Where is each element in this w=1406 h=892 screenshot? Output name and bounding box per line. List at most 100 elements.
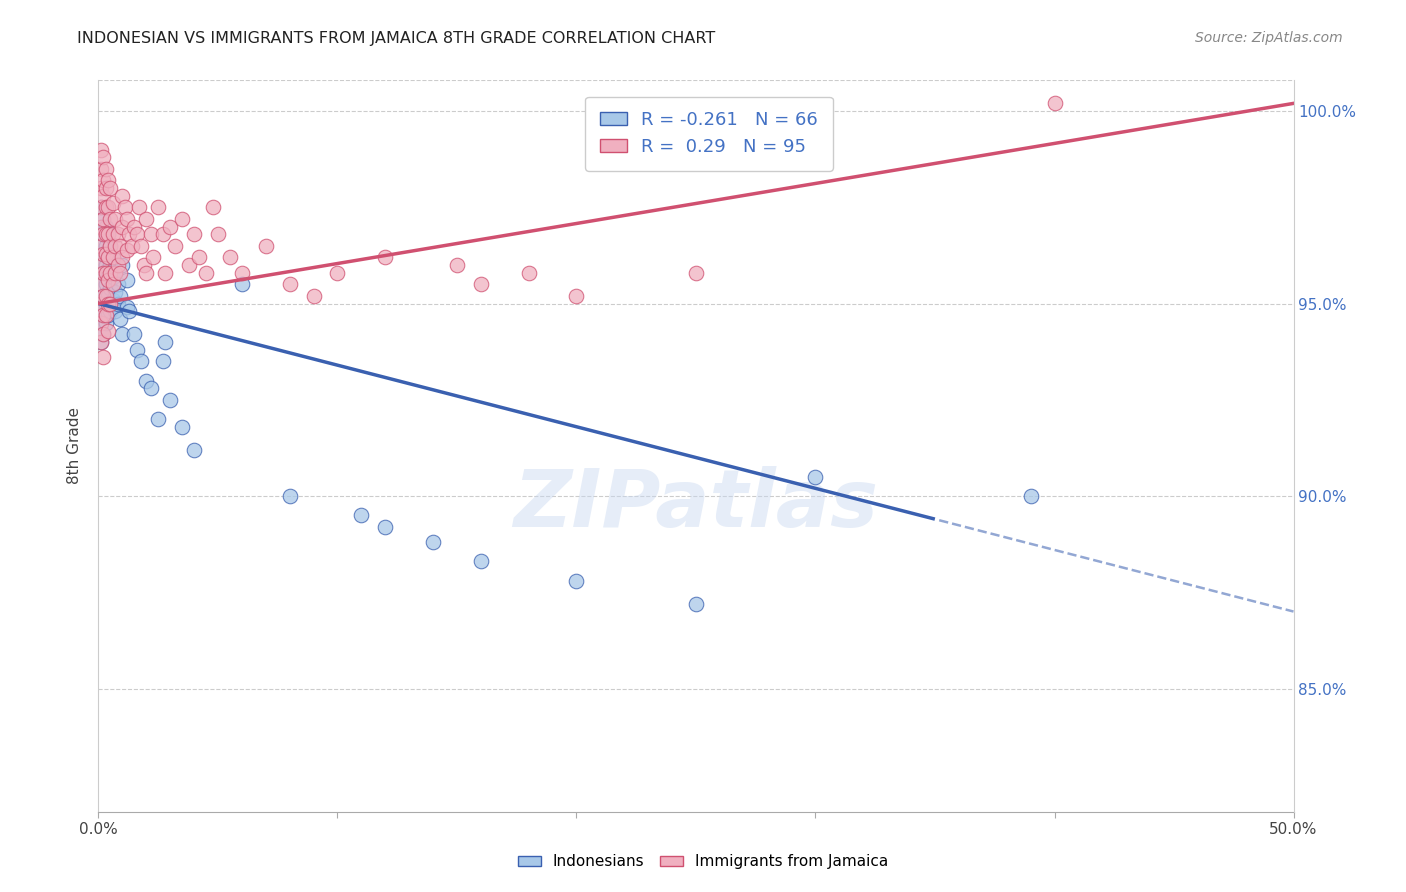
Point bbox=[91, 246, 114, 260]
Point bbox=[101, 251, 124, 265]
Point bbox=[155, 334, 177, 349]
Point bbox=[374, 520, 396, 534]
Point bbox=[108, 239, 131, 253]
Point bbox=[91, 308, 114, 322]
Point bbox=[98, 258, 122, 272]
Point bbox=[91, 150, 114, 164]
Point bbox=[111, 258, 134, 272]
Point bbox=[91, 188, 114, 202]
Point bbox=[172, 211, 194, 226]
Point bbox=[183, 442, 205, 457]
Point bbox=[179, 258, 201, 272]
Point bbox=[104, 239, 127, 253]
Point bbox=[91, 327, 114, 342]
Point bbox=[124, 219, 146, 234]
Point bbox=[97, 200, 120, 214]
Point bbox=[139, 381, 162, 395]
Point bbox=[202, 200, 225, 214]
Point bbox=[685, 597, 707, 611]
Point bbox=[90, 316, 112, 330]
Point bbox=[97, 273, 120, 287]
Point bbox=[97, 308, 120, 322]
Point bbox=[91, 211, 114, 226]
Point bbox=[350, 508, 373, 523]
Point bbox=[231, 277, 253, 292]
Point bbox=[91, 227, 114, 242]
Point bbox=[155, 266, 177, 280]
Point bbox=[135, 374, 157, 388]
Point bbox=[90, 200, 112, 214]
Point bbox=[115, 301, 138, 315]
Point bbox=[91, 327, 114, 342]
Point bbox=[195, 266, 218, 280]
Point bbox=[90, 181, 112, 195]
Point bbox=[159, 219, 181, 234]
Point bbox=[97, 251, 120, 265]
Point bbox=[125, 343, 148, 357]
Point bbox=[183, 227, 205, 242]
Point bbox=[254, 239, 277, 253]
Point bbox=[1019, 489, 1042, 503]
Point bbox=[104, 285, 127, 299]
Point bbox=[422, 535, 444, 549]
Legend: R = -0.261   N = 66, R =  0.29   N = 95: R = -0.261 N = 66, R = 0.29 N = 95 bbox=[585, 96, 832, 170]
Point bbox=[115, 243, 138, 257]
Point bbox=[118, 304, 141, 318]
Point bbox=[98, 304, 122, 318]
Point bbox=[470, 554, 492, 568]
Point bbox=[118, 227, 141, 242]
Point bbox=[90, 277, 112, 292]
Point bbox=[108, 312, 131, 326]
Point bbox=[90, 239, 112, 253]
Text: ZIPatlas: ZIPatlas bbox=[513, 466, 879, 543]
Point bbox=[132, 258, 155, 272]
Point bbox=[685, 266, 707, 280]
Point bbox=[94, 296, 117, 310]
Point bbox=[104, 304, 127, 318]
Point bbox=[97, 296, 120, 310]
Point bbox=[219, 251, 242, 265]
Point bbox=[94, 200, 117, 214]
Point bbox=[104, 266, 127, 280]
Point bbox=[94, 258, 117, 272]
Point bbox=[470, 277, 492, 292]
Point bbox=[98, 211, 122, 226]
Point bbox=[97, 251, 120, 265]
Point bbox=[125, 227, 148, 242]
Point bbox=[148, 200, 170, 214]
Point bbox=[231, 266, 253, 280]
Point bbox=[131, 354, 153, 368]
Point bbox=[101, 251, 124, 265]
Point bbox=[90, 143, 112, 157]
Point bbox=[101, 196, 124, 211]
Point bbox=[187, 251, 209, 265]
Point bbox=[91, 266, 114, 280]
Point bbox=[94, 316, 117, 330]
Point bbox=[90, 219, 112, 234]
Point bbox=[91, 351, 114, 365]
Point bbox=[104, 266, 127, 280]
Point bbox=[107, 296, 129, 310]
Point bbox=[111, 251, 134, 265]
Point bbox=[111, 327, 134, 342]
Point bbox=[94, 219, 117, 234]
Point bbox=[91, 289, 114, 303]
Point bbox=[90, 296, 112, 310]
Point bbox=[90, 334, 112, 349]
Point bbox=[90, 277, 112, 292]
Point bbox=[107, 277, 129, 292]
Point bbox=[94, 227, 117, 242]
Point bbox=[91, 211, 114, 226]
Point bbox=[94, 239, 117, 253]
Point bbox=[91, 173, 114, 187]
Point bbox=[163, 239, 186, 253]
Point bbox=[135, 211, 157, 226]
Point bbox=[804, 470, 827, 484]
Point bbox=[98, 296, 122, 310]
Text: INDONESIAN VS IMMIGRANTS FROM JAMAICA 8TH GRADE CORRELATION CHART: INDONESIAN VS IMMIGRANTS FROM JAMAICA 8T… bbox=[77, 31, 716, 46]
Point bbox=[115, 211, 138, 226]
Point bbox=[91, 246, 114, 260]
Point bbox=[94, 308, 117, 322]
Point bbox=[446, 258, 468, 272]
Point bbox=[107, 227, 129, 242]
